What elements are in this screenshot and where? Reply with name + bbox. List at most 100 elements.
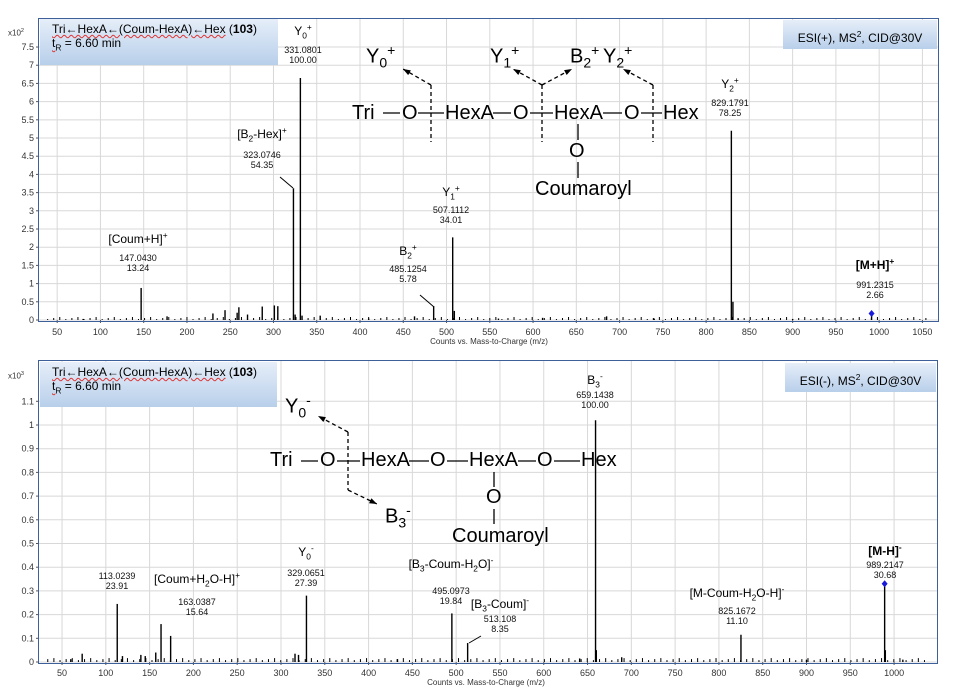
retention-time: tR = 6.60 min (52, 379, 122, 396)
x-tick-label: 800 (699, 327, 714, 337)
compound-name: Tri←HexA←(Coum-HexA)←Hex (52, 365, 226, 379)
compound-title-box: Tri←HexA←(Coum-HexA)←Hex (103) tR = 6.60… (40, 19, 278, 65)
x-tick-label: 300 (273, 668, 288, 678)
y-tick-label: 0.7 (21, 491, 34, 501)
precursor-marker (868, 309, 875, 317)
peak-value-label: 163.0387 15.64 (178, 597, 216, 617)
peak-mz: 513.108 (483, 614, 517, 624)
x-tick-label: 500 (439, 327, 454, 337)
y-tick-label: 6 (29, 97, 34, 107)
peak-relative-abundance: 30.68 (873, 570, 897, 580)
peak-mz: 829.1791 (711, 98, 749, 108)
peak-relative-abundance: 34.01 (439, 215, 463, 225)
peak-mz: 331.0801 (284, 45, 322, 55)
compound-id: 103 (232, 365, 253, 379)
plot-frame (38, 360, 938, 664)
linkage-oxygen: O (402, 102, 418, 124)
precursor-marker (881, 580, 888, 588)
peak-value-label: 485.1254 5.78 (389, 264, 427, 284)
peak-value-label: 659.1438 100.00 (576, 390, 614, 410)
y-tick-label: 7.5 (21, 42, 34, 52)
method-box: ESI(+), MS2, CID@30V (783, 20, 937, 49)
y-tick-label: 0.3 (21, 586, 34, 596)
y-tick-label: 0.1 (21, 633, 34, 643)
x-tick-label: 800 (711, 668, 726, 678)
peak-ion-label: Y0+ (294, 22, 312, 41)
leader-line (419, 294, 435, 308)
y-tick-label: 1 (29, 279, 34, 289)
fragment-label: Y1+ (490, 42, 520, 71)
peak-ion-label: Y2+ (721, 75, 739, 94)
arrow-head-icon (318, 416, 326, 422)
fragment-label: B2+ (570, 42, 600, 71)
y-tick-label: 3.5 (21, 188, 34, 198)
peak-relative-abundance: 100.00 (289, 55, 317, 65)
linkage-oxygen: O (513, 102, 529, 124)
peak-ion-label: [Coum+H]+ (108, 230, 168, 246)
x-tick-label: 700 (624, 668, 639, 678)
x-tick-label: 450 (405, 668, 420, 678)
peak-ion-label: Y1+ (442, 183, 460, 202)
leader-line (468, 635, 482, 644)
x-tick-label: 850 (755, 668, 770, 678)
fragment-label: B3- (385, 502, 411, 531)
y-tick-label: 0 (29, 657, 34, 667)
fragment-label: Y2+ (603, 42, 633, 71)
residue-hexa: HexA (361, 449, 410, 471)
residue-tri: Tri (270, 449, 293, 471)
peak-ion-label: [M-Coum-H2O-H]- (689, 584, 785, 603)
x-tick-label: 50 (52, 327, 62, 337)
peak-relative-abundance: 15.64 (185, 607, 209, 617)
peak-value-label: 329.0651 27.39 (287, 568, 325, 588)
peak-relative-abundance: 8.35 (491, 624, 509, 634)
y-tick-label: 0.5 (21, 538, 34, 548)
x-tick-label: 750 (655, 327, 670, 337)
x-tick-label: 50 (57, 668, 67, 678)
peak-ion-label: [B3-Coum-H2O]- (408, 555, 494, 574)
compound-name: Tri←HexA←(Coum-HexA)←Hex (52, 22, 226, 36)
x-tick-label: 650 (580, 668, 595, 678)
y-tick-label: 5.5 (21, 115, 34, 125)
x-tick-label: 150 (142, 668, 157, 678)
peak-value-label: 989.2147 30.68 (866, 560, 904, 580)
x-tick-label: 550 (492, 668, 507, 678)
residue-hex: Hex (663, 102, 699, 124)
y-tick-label: 0.5 (21, 297, 34, 307)
y-tick-label: 0.8 (21, 467, 34, 477)
x-tick-label: 950 (843, 668, 858, 678)
peak-relative-abundance: 27.39 (294, 578, 318, 588)
x-tick-label: 200 (179, 327, 194, 337)
y-multiplier: x102 (8, 28, 25, 38)
peak-relative-abundance: 11.10 (726, 616, 748, 626)
x-tick-label: 1000 (869, 327, 889, 337)
y-tick-label: 1.5 (21, 260, 34, 270)
peak-value-label: 323.0746 54.35 (243, 150, 281, 170)
x-tick-label: 500 (449, 668, 464, 678)
peak-mz: 485.1254 (389, 264, 427, 274)
residue-hex: Hex (581, 449, 617, 471)
peak-mz: 163.0387 (178, 597, 216, 607)
peak-relative-abundance: 19.84 (439, 596, 463, 606)
arrow-head-icon (403, 69, 411, 76)
peak-mz: 495.0973 (432, 586, 470, 596)
cleavage-line (347, 489, 378, 505)
arrow-head-icon (623, 69, 631, 75)
x-tick-label: 850 (742, 327, 757, 337)
retention-time: tR = 6.60 min (52, 36, 122, 53)
x-tick-label: 900 (785, 327, 800, 337)
peak-ion-label: [M+H]+ (855, 256, 895, 272)
x-tick-label: 1000 (884, 668, 904, 678)
peak-value-label: 331.0801 100.00 (284, 45, 322, 65)
y-tick-label: 4.5 (21, 151, 34, 161)
peak-ion-label: [Coum+H2O-H]+ (154, 570, 240, 589)
peak-relative-abundance: 78.25 (718, 108, 742, 118)
x-tick-label: 900 (799, 668, 814, 678)
peak-value-label: 113.0239 23.91 (99, 571, 136, 591)
x-tick-label: 450 (396, 327, 411, 337)
x-tick-label: 350 (317, 668, 332, 678)
leader-line (279, 176, 294, 189)
y-tick-label: 5 (29, 133, 34, 143)
linkage-oxygen: O (486, 486, 502, 508)
linkage-oxygen: O (624, 102, 640, 124)
x-tick-label: 400 (361, 668, 376, 678)
